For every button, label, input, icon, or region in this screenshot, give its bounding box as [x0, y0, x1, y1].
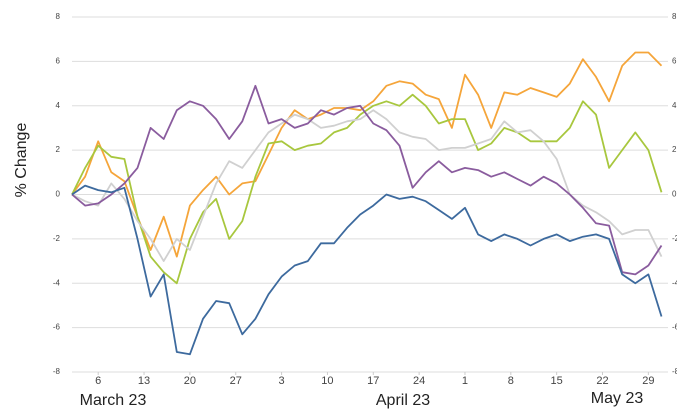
y-tick-label: 8	[56, 12, 61, 21]
y-tick-label: -8	[53, 367, 61, 376]
x-tick-label: 1	[462, 375, 468, 387]
y2-tick-label: 8	[672, 12, 677, 21]
y-tick-label: 0	[56, 190, 61, 199]
series-line	[71, 184, 663, 356]
y2-tick-label: 2	[672, 145, 677, 154]
y2-tick-label: -8	[672, 367, 677, 376]
x-tick-label: 6	[95, 375, 101, 387]
x-tick-label: 17	[367, 375, 379, 387]
y-tick-label: 2	[56, 145, 61, 154]
x-tick-label: 8	[508, 375, 514, 387]
y-axis-label: % Change	[13, 123, 30, 198]
y2-tick-label: -2	[672, 234, 677, 243]
month-label: March 23	[80, 392, 147, 409]
y2-tick-label: -4	[672, 278, 677, 287]
x-tick-label: 24	[413, 375, 425, 387]
series-line	[71, 93, 663, 285]
month-label: May 23	[591, 390, 644, 407]
series-line	[71, 84, 663, 276]
x-tick-label: 13	[138, 375, 150, 387]
y2-tick-label: -6	[672, 323, 677, 332]
y-tick-label: 4	[56, 101, 61, 110]
x-tick-label: 15	[551, 375, 563, 387]
y-tick-label: -2	[53, 234, 61, 243]
y2-tick-label: 0	[672, 190, 677, 199]
month-label: April 23	[376, 392, 430, 409]
x-tick-label: 22	[596, 375, 608, 387]
y2-tick-label: 6	[672, 56, 677, 65]
y-tick-label: -6	[53, 323, 61, 332]
x-tick-label: 3	[279, 375, 285, 387]
y-tick-label: 6	[56, 56, 61, 65]
y2-tick-label: 4	[672, 101, 677, 110]
x-tick-label: 10	[321, 375, 333, 387]
y-tick-label: -4	[53, 278, 61, 287]
x-tick-label: 27	[230, 375, 242, 387]
x-tick-label: 20	[184, 375, 196, 387]
x-tick-label: 29	[642, 375, 654, 387]
series-line	[71, 51, 663, 258]
